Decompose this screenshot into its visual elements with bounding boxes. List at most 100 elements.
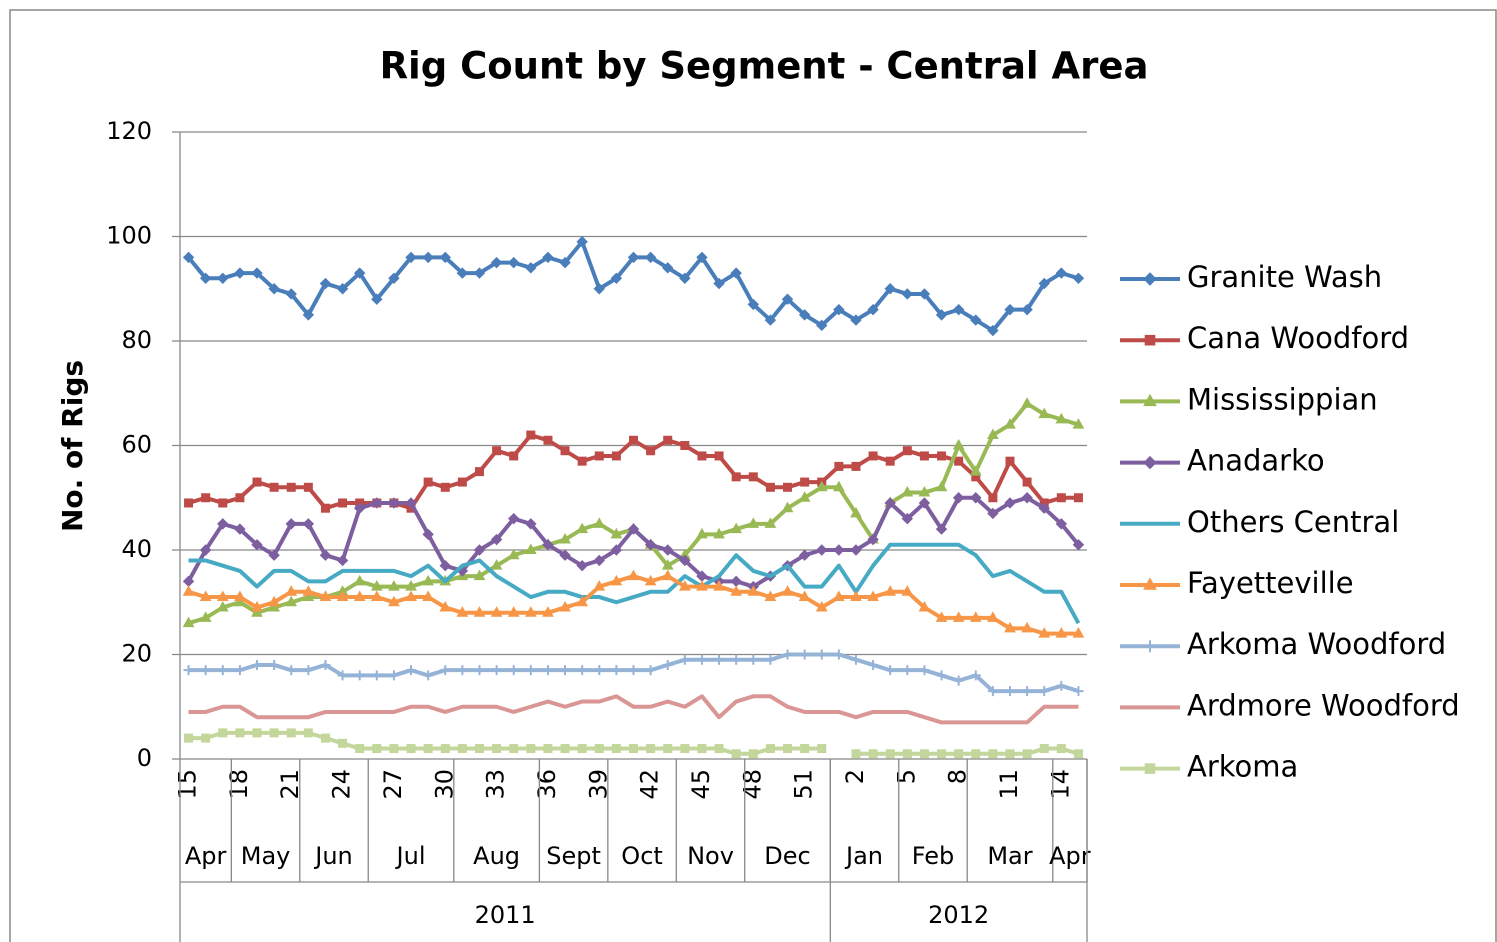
marker [182,616,195,628]
marker [593,283,605,295]
marker [714,744,724,754]
marker [388,670,399,681]
marker [610,544,623,556]
x-tick-label: 33 [482,769,510,800]
marker [320,503,330,513]
marker [663,435,673,445]
marker [559,600,571,612]
marker [576,236,588,248]
marker [1005,749,1015,759]
marker [560,446,570,456]
marker [1143,455,1157,470]
marker [851,461,861,471]
marker [251,606,263,617]
marker [748,749,758,759]
marker [610,574,623,586]
marker [508,256,520,269]
marker [747,517,760,528]
marker [902,749,912,759]
marker [491,665,502,676]
marker [697,451,707,461]
marker [731,654,742,665]
y-axis-label: No. of Rigs [56,360,89,532]
marker [885,665,896,676]
month-label: Jul [395,842,426,870]
marker [748,472,758,482]
marker [490,606,503,617]
marker [183,665,194,676]
x-tick-label: 5 [892,769,920,784]
marker [1056,744,1066,754]
marker [201,493,211,503]
month-label: Dec [764,842,810,870]
marker [713,580,725,591]
marker [731,749,741,759]
marker [1143,577,1157,590]
marker [713,527,725,539]
marker [182,585,195,596]
marker [678,580,691,591]
marker [218,498,228,508]
series-line [188,694,1079,725]
marker [1072,272,1085,285]
marker [1072,418,1085,429]
marker [971,749,981,759]
marker [627,523,640,535]
marker [730,585,743,596]
marker [969,465,982,476]
marker [422,251,434,264]
marker [1055,627,1068,638]
marker [576,522,589,534]
marker [662,659,673,670]
marker [627,569,640,581]
marker [526,430,536,440]
marker [473,606,486,617]
marker [184,733,194,743]
legend-label: Granite Wash [1187,260,1382,294]
marker [1055,267,1068,279]
marker [1144,334,1156,346]
marker [543,435,553,445]
marker [817,744,827,754]
marker [662,544,674,556]
marker [440,482,450,492]
marker [302,518,315,530]
marker [320,659,331,670]
marker [218,728,228,738]
marker [370,590,383,602]
chart-title: Rig Count by Segment - Central Area [380,45,1149,88]
marker [234,590,246,602]
marker [559,533,571,544]
marker [1038,502,1050,514]
x-tick-label: 27 [379,769,407,800]
marker [217,272,229,285]
marker [868,749,878,759]
marker [508,665,519,676]
marker [252,659,263,670]
marker [610,272,623,285]
month-label: Apr [185,842,227,870]
marker [389,744,399,754]
month-label: Oct [621,842,663,870]
x-tick-label: 48 [738,769,766,800]
marker [336,590,349,602]
marker [970,314,982,326]
marker [833,544,845,556]
marker [1021,303,1033,316]
y-tick-label: 100 [106,222,152,250]
marker [833,480,845,492]
marker [199,590,212,602]
marker [457,744,467,754]
marker [781,501,794,513]
marker [526,744,536,754]
marker [199,272,212,285]
x-tick-label: 51 [790,769,818,800]
legend-label: Fayetteville [1187,566,1354,600]
marker [952,438,965,450]
marker [285,288,297,300]
marker [457,477,467,487]
x-tick-label: 8 [944,769,972,784]
marker [884,585,897,596]
marker [798,549,811,561]
marker [524,543,537,554]
